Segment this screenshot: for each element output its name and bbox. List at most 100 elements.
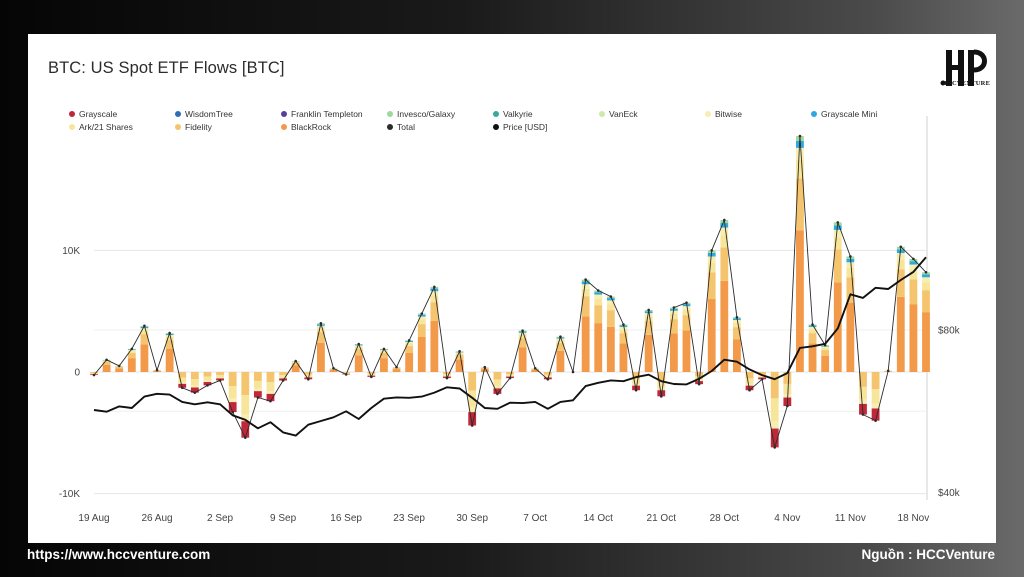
bar-segment (304, 374, 313, 377)
total-point (874, 419, 877, 422)
bar-segment (115, 368, 124, 372)
bar-segment (253, 391, 262, 398)
x-tick-label: 18 Nov (898, 513, 930, 524)
bar-segment (669, 333, 678, 372)
bar-segment (909, 270, 918, 280)
total-point (382, 347, 386, 351)
total-point (180, 386, 184, 390)
bar-segment (493, 388, 502, 394)
bar-segment (770, 398, 779, 422)
bar-segment (796, 159, 804, 179)
legend-label: Total (397, 122, 415, 132)
bar-segment (833, 225, 842, 230)
bar-segment (178, 377, 187, 383)
y2-tick-label: $80k (938, 326, 961, 337)
bar-segment (392, 369, 401, 372)
bar-segment (632, 383, 640, 386)
bar-segment (821, 355, 830, 372)
bar-segment (430, 295, 439, 303)
bar-segment (556, 350, 565, 372)
total-point (533, 367, 537, 370)
bar-segment (203, 382, 212, 386)
legend-marker (281, 124, 287, 130)
total-point (231, 410, 234, 414)
total-point (483, 365, 487, 369)
bar-segment (506, 372, 514, 375)
bar-segment (405, 346, 414, 354)
chart-card: BTC: US Spot ETF Flows [BTC] HCCVENTURE … (28, 34, 996, 543)
total-point (395, 365, 398, 369)
bar-segment (896, 269, 905, 297)
x-tick-label: 14 Oct (584, 513, 614, 524)
bar-segment (417, 336, 426, 372)
bar-segment (796, 230, 804, 372)
legend-marker (175, 124, 181, 130)
bar-segment (279, 372, 287, 375)
total-point (130, 347, 134, 351)
bar-segment (695, 372, 703, 377)
total-point (433, 285, 436, 289)
bar-segment (493, 386, 502, 389)
total-point (836, 221, 840, 224)
bar-segment (859, 399, 867, 404)
bar-segment (821, 347, 830, 351)
total-point (206, 384, 209, 387)
total-point (647, 308, 650, 312)
bar-segment (279, 374, 287, 378)
total-point (899, 245, 903, 249)
bar-segment (102, 364, 111, 372)
total-point (811, 323, 814, 326)
bar-segment (203, 376, 212, 381)
bar-segment (821, 346, 830, 348)
legend-marker (705, 111, 711, 117)
legend-marker (175, 111, 181, 117)
etf-flows-chart: 10K 0 -10K $80k $40k 19 Aug 26 Aug 2 Sep 9 Sep 16… (59, 109, 961, 524)
bar-segment (531, 369, 540, 372)
bar-segment (354, 355, 363, 372)
x-tick-label: 28 Oct (710, 513, 740, 524)
bar-segment (606, 310, 615, 327)
bar-segment (367, 372, 376, 374)
bar-segment (909, 279, 918, 305)
total-point (622, 323, 625, 326)
bar-segment (922, 312, 930, 372)
bar-segment (808, 333, 817, 344)
bar-segment (178, 383, 187, 388)
bar-segment (644, 313, 653, 317)
legend-label: Price [USD] (503, 122, 547, 132)
bar-segment (594, 294, 603, 299)
total-point (672, 306, 676, 309)
bar-segment (745, 372, 754, 379)
bar-segment (518, 347, 527, 372)
bar-segment (796, 147, 804, 160)
x-tick-label: 19 Aug (78, 513, 109, 524)
bar-segment (228, 398, 237, 403)
total-point (849, 255, 852, 258)
legend-marker (599, 111, 605, 117)
bar-segment (165, 335, 174, 337)
bar-segment (720, 223, 729, 228)
footer-url[interactable]: https://www.hccventure.com (27, 547, 211, 562)
bar-segment (808, 325, 817, 327)
bar-segment (833, 237, 842, 250)
total-point (710, 249, 713, 252)
bar-segment (606, 300, 615, 305)
bar-segment (228, 372, 237, 387)
bar-segment (922, 274, 930, 278)
total-point (685, 301, 688, 304)
x-tick-label: 26 Aug (141, 513, 172, 524)
bar-segment (733, 320, 741, 323)
bar-segment (657, 387, 666, 391)
bar-segment (266, 393, 275, 402)
total-point (332, 367, 335, 370)
x-tick-label: 21 Oct (647, 513, 677, 524)
legend-label: Valkyrie (503, 109, 533, 119)
bar-segment (165, 336, 174, 341)
total-point (256, 396, 260, 399)
total-point (407, 339, 411, 342)
bar-segment (455, 359, 464, 372)
bar-segment (859, 386, 867, 400)
bar-segment (581, 281, 590, 285)
bar-segment (657, 380, 666, 388)
total-point (912, 257, 915, 261)
